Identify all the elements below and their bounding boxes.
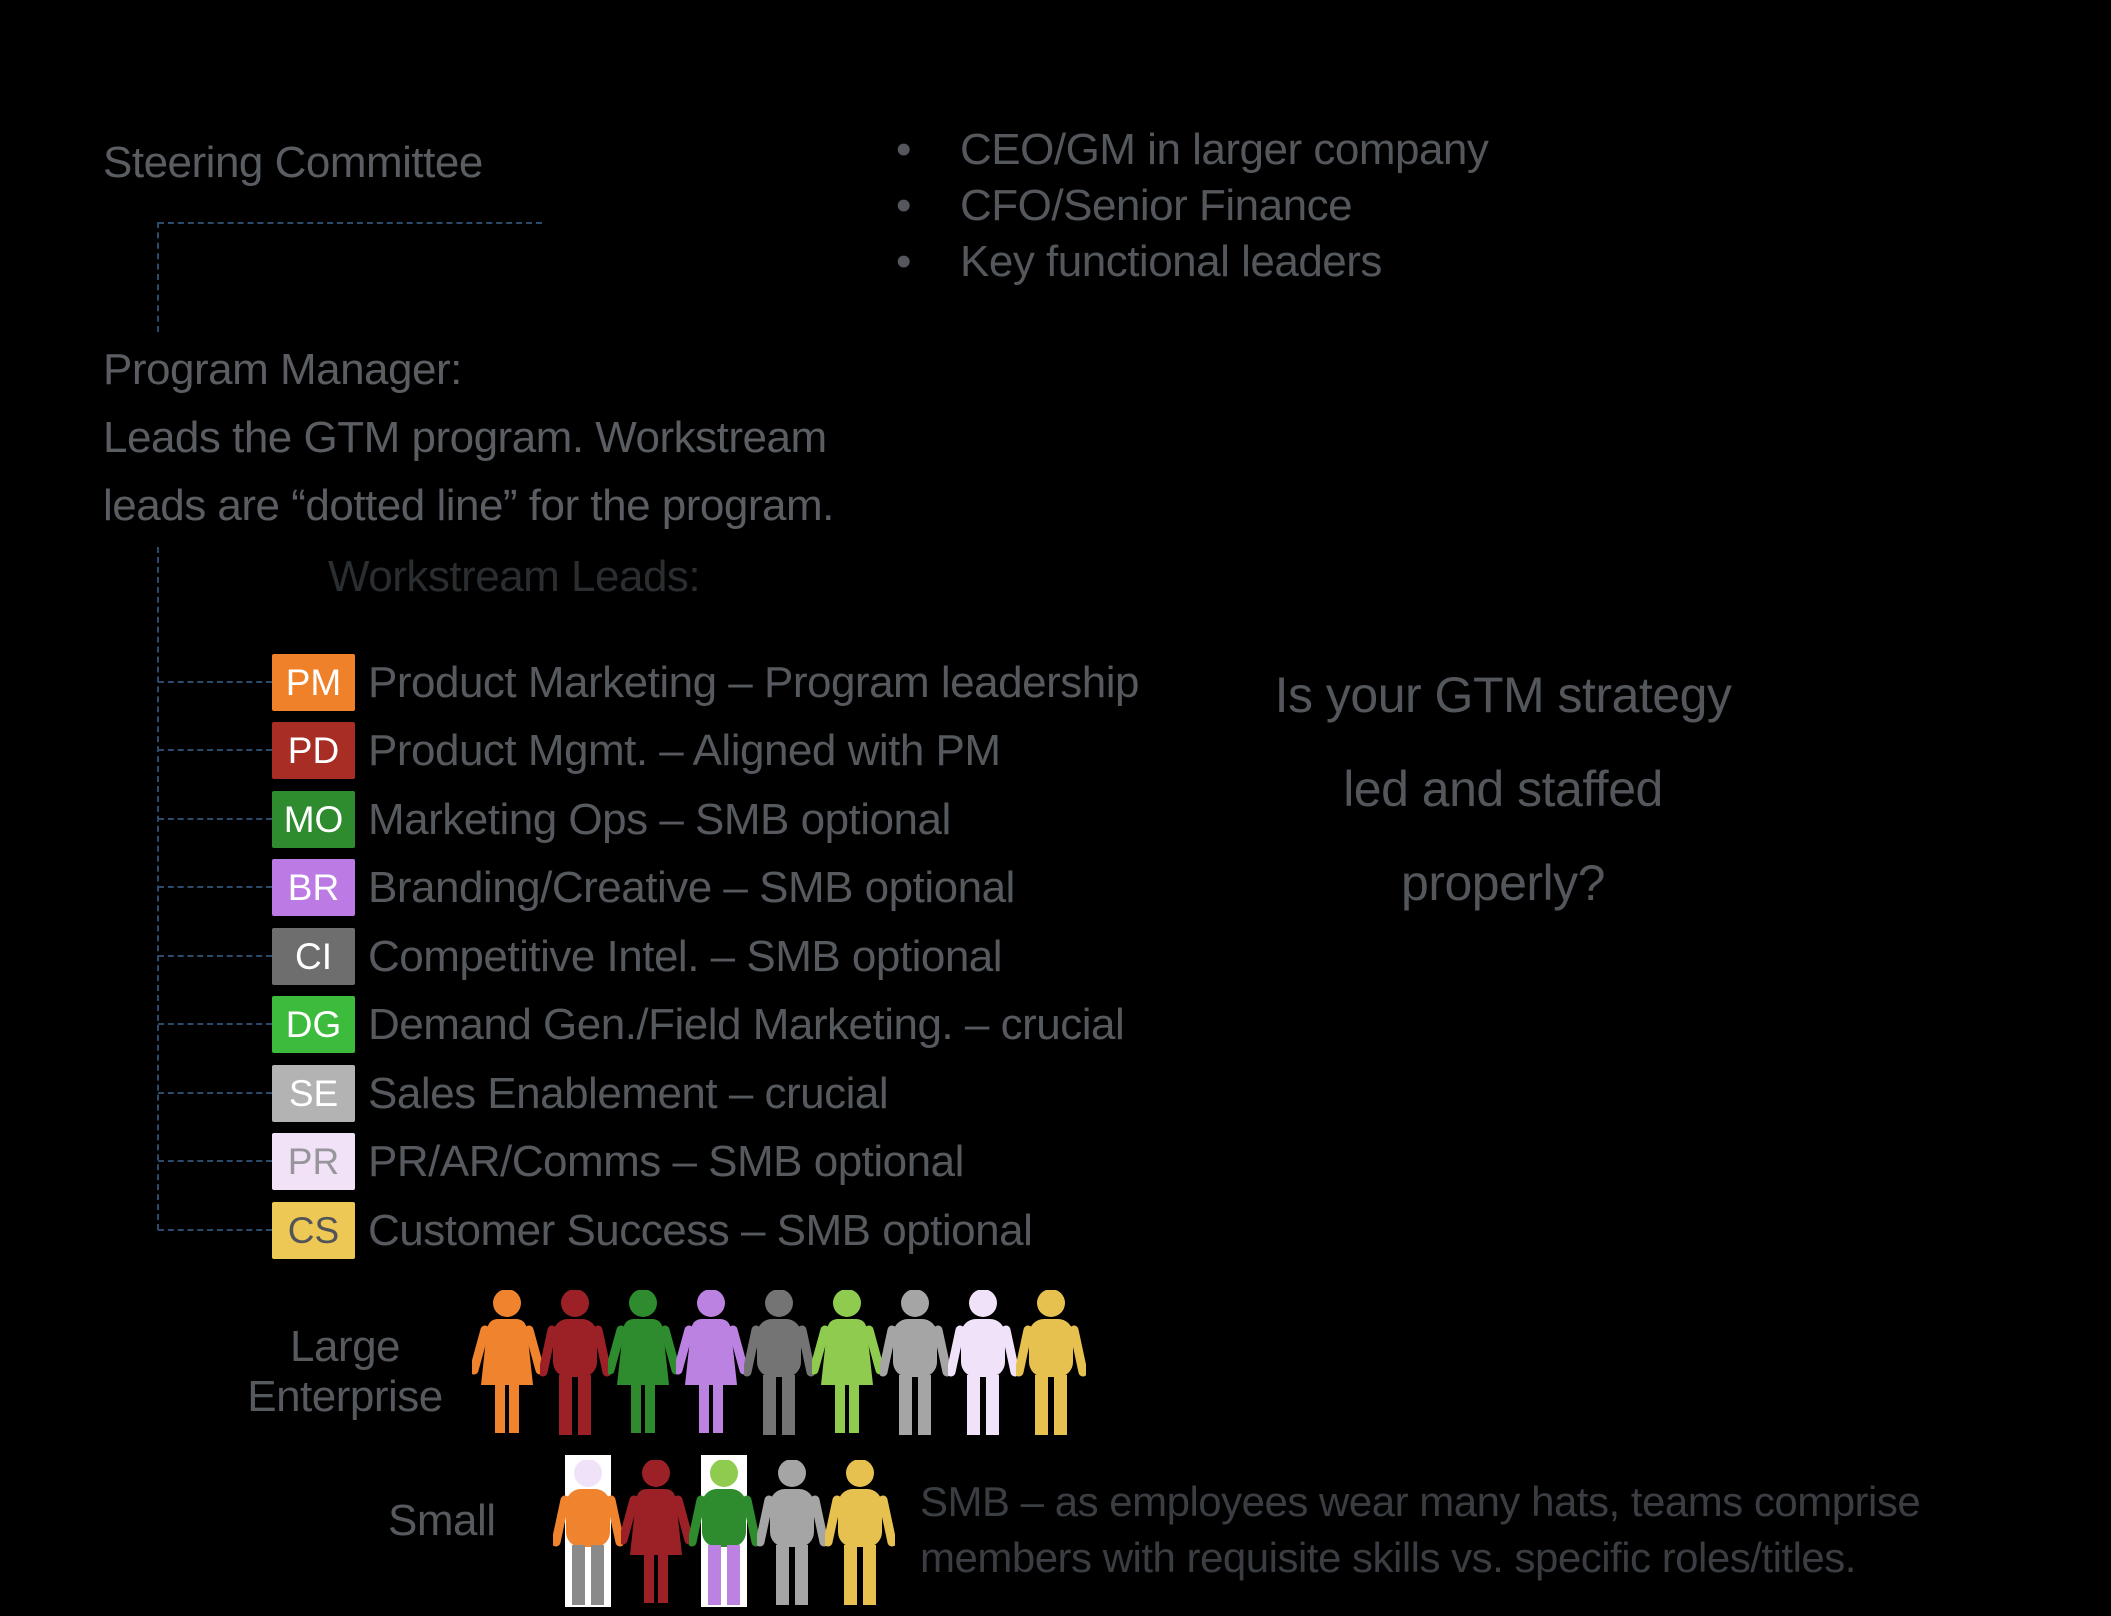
program-manager-desc-line: Leads the GTM program. Workstream — [103, 413, 827, 462]
workstream-trunk-line — [157, 547, 159, 1230]
person-figure-male — [742, 1289, 816, 1435]
person-figure-male — [1014, 1289, 1088, 1435]
workstream-badge: SE — [272, 1065, 355, 1122]
smb-note-line: members with requisite skills vs. specif… — [920, 1534, 1856, 1581]
dotted-connector — [158, 886, 272, 888]
bullet-item: • CFO/Senior Finance — [880, 178, 1488, 234]
smb-note-line: SMB – as employees wear many hats, teams… — [920, 1478, 1921, 1525]
workstream-label: Product Mgmt. – Aligned with PM — [368, 726, 1001, 775]
person-figure-male — [823, 1459, 897, 1605]
workstream-label: Marketing Ops – SMB optional — [368, 795, 951, 844]
person-figure-female — [809, 1289, 885, 1435]
dotted-connector — [158, 681, 272, 683]
workstream-label: Sales Enablement – crucial — [368, 1069, 889, 1118]
workstream-badge: PD — [272, 722, 355, 779]
bullet-icon: • — [896, 237, 911, 286]
question-line: Is your GTM strategy — [1274, 667, 1732, 723]
large-enterprise-label: Large Enterprise — [247, 1322, 443, 1421]
workstream-badge: CI — [272, 928, 355, 985]
person-figure-male — [538, 1289, 612, 1435]
person-figure-male — [755, 1459, 829, 1605]
workstream-label: Branding/Creative – SMB optional — [368, 863, 1015, 912]
program-manager-desc-line: leads are “dotted line” for the program. — [103, 481, 834, 530]
person-figure-male — [551, 1459, 625, 1605]
workstream-label: Product Marketing – Program leadership — [368, 658, 1139, 707]
workstream-badge: MO — [272, 791, 355, 848]
workstream-badge: PR — [272, 1133, 355, 1190]
person-figure-female — [618, 1459, 694, 1605]
bullet-item: • Key functional leaders — [880, 234, 1488, 290]
bullet-icon: • — [896, 181, 911, 230]
person-figure-male — [878, 1289, 952, 1435]
bullet-icon: • — [896, 125, 911, 174]
program-manager-title: Program Manager: — [103, 345, 462, 394]
workstream-badge: PM — [272, 654, 355, 711]
steering-committee-label: Steering Committee — [103, 138, 483, 187]
question-line: led and staffed — [1343, 761, 1663, 817]
workstream-badge: CS — [272, 1202, 355, 1259]
bullet-item: • CEO/GM in larger company — [880, 122, 1489, 178]
program-manager-text: Program Manager: Leads the GTM program. … — [103, 336, 834, 540]
person-figure-female — [469, 1289, 545, 1435]
person-figure-female — [605, 1289, 681, 1435]
workstream-leads-heading: Workstream Leads: — [328, 552, 701, 601]
person-figure-female — [673, 1289, 749, 1435]
workstream-label: Demand Gen./Field Marketing. – crucial — [368, 1000, 1125, 1049]
dotted-connector-vertical — [157, 222, 159, 332]
workstream-label: Competitive Intel. – SMB optional — [368, 932, 1003, 981]
person-figure-male — [687, 1459, 761, 1605]
dotted-connector — [158, 955, 272, 957]
person-figure-male — [946, 1289, 1020, 1435]
workstream-badge: DG — [272, 996, 355, 1053]
dotted-connector — [158, 1229, 272, 1231]
dotted-connector — [158, 1023, 272, 1025]
gtm-question-text: Is your GTM strategy led and staffed pro… — [1103, 648, 1903, 930]
small-business-label: Small — [388, 1496, 496, 1545]
workstream-label: Customer Success – SMB optional — [368, 1206, 1033, 1255]
dotted-connector — [158, 1092, 272, 1094]
steering-bullet-list: • CEO/GM in larger company • CFO/Senior Fi… — [880, 122, 1489, 290]
workstream-label: PR/AR/Comms – SMB optional — [368, 1137, 964, 1186]
workstream-badge: BR — [272, 859, 355, 916]
dotted-connector — [158, 749, 272, 751]
dotted-connector-horizontal — [158, 222, 542, 224]
question-line: properly? — [1401, 855, 1605, 911]
dotted-connector — [158, 1160, 272, 1162]
smb-note-text: SMB – as employees wear many hats, teams… — [920, 1474, 1921, 1586]
dotted-connector — [158, 818, 272, 820]
